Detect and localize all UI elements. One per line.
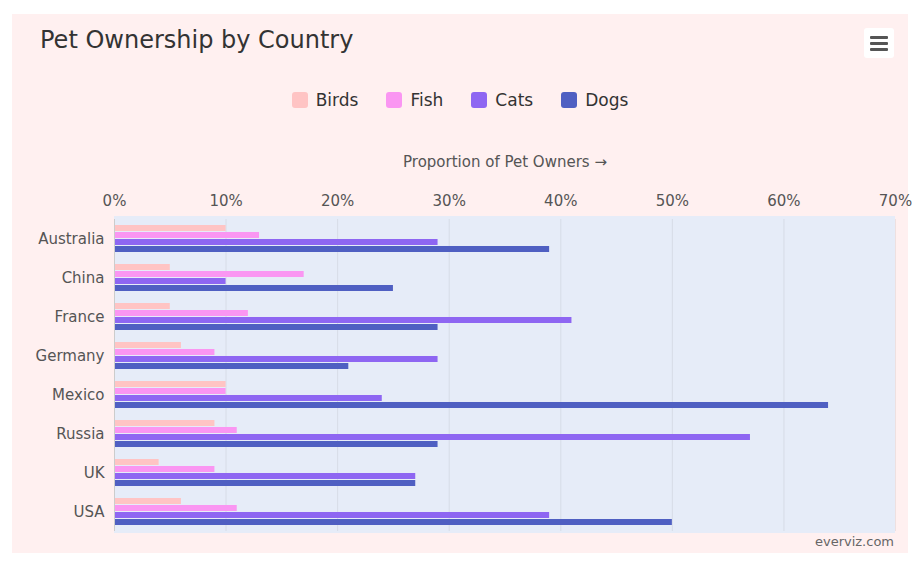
svg-text:20%: 20%: [321, 192, 354, 210]
html-text:Fish: Fish: [410, 90, 444, 110]
svg-text:40%: 40%: [544, 192, 577, 210]
html-text:Birds: Birds: [315, 90, 359, 110]
svg-text:France: France: [55, 308, 105, 326]
html-text:Dogs: Dogs: [585, 90, 629, 110]
svg-text:10%: 10%: [209, 192, 242, 210]
svg-text:China: China: [62, 269, 105, 287]
svg-text:UK: UK: [84, 464, 106, 482]
html-text:Cats: Cats: [495, 90, 534, 110]
svg-text:70%: 70%: [879, 192, 912, 210]
svg-text:50%: 50%: [656, 192, 689, 210]
svg-text:30%: 30%: [433, 192, 466, 210]
svg-text:Germany: Germany: [36, 347, 105, 365]
svg-text:Mexico: Mexico: [52, 386, 104, 404]
svg-text:Proportion of Pet Owners →: Proportion of Pet Owners →: [403, 153, 607, 171]
svg-text:0%: 0%: [103, 192, 127, 210]
svg-text:Australia: Australia: [38, 230, 104, 248]
svg-text:USA: USA: [73, 503, 105, 521]
html-text:Pet Ownership by Country: Pet Ownership by Country: [40, 26, 354, 54]
svg-text:60%: 60%: [767, 192, 800, 210]
svg-text:Russia: Russia: [56, 425, 104, 443]
html-text:everviz.com: everviz.com: [814, 534, 894, 549]
